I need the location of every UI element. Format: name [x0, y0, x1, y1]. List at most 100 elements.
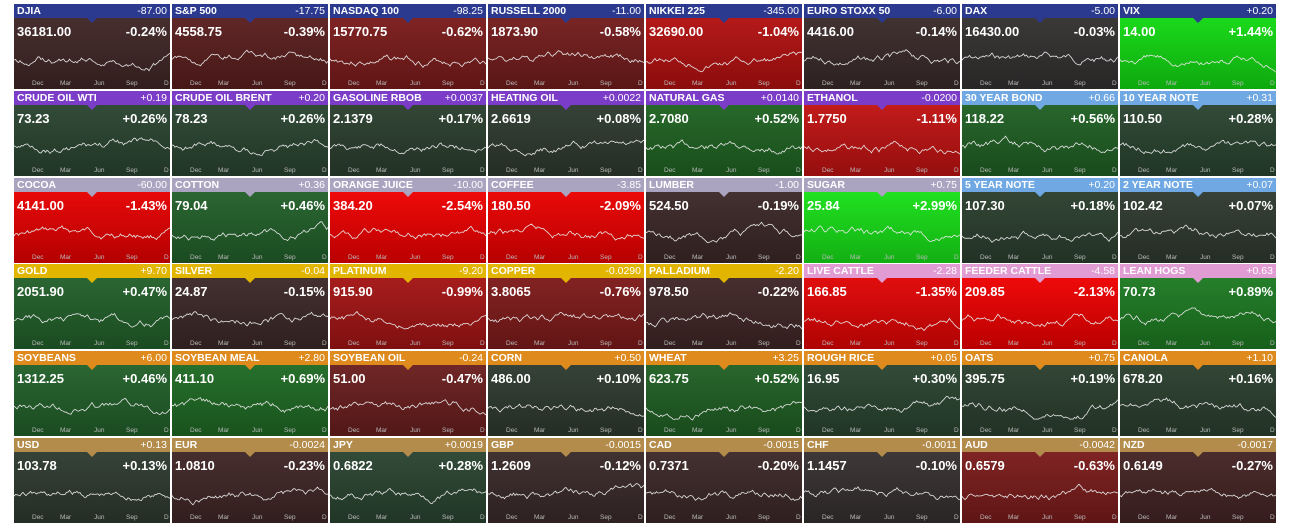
ticker-tile[interactable]: OATS +0.75 395.75 +0.19% Dec Mar Jun Sep D: [962, 351, 1118, 437]
ticker-price: 4558.75: [175, 24, 222, 39]
ticker-name: SOYBEAN OIL: [333, 352, 406, 365]
sparkline-area: [1120, 307, 1276, 326]
ticker-tile[interactable]: 5 YEAR NOTE +0.20 107.30 +0.18% Dec Mar Jun Sep…: [962, 177, 1118, 263]
axis-label: D: [1112, 166, 1117, 174]
axis-label: Sep: [1074, 514, 1086, 521]
ticker-tile[interactable]: COCOA -60.00 4141.00 -1.43% Dec Mar Jun Sep D: [14, 177, 170, 263]
axis-label: Dec: [348, 253, 360, 261]
sparkline-area: [172, 138, 328, 156]
ticker-tile[interactable]: 30 YEAR BOND +0.66 118.22 +0.56% Dec Mar Jun Se…: [962, 90, 1118, 176]
ticker-tile[interactable]: EUR -0.0024 1.0810 -0.23% Dec Mar Jun Sep D: [172, 438, 328, 523]
axis-label: Sep: [600, 514, 612, 521]
shade: [172, 18, 328, 89]
shade: [1120, 191, 1276, 263]
ticker-tile[interactable]: DAX -5.00 16430.00 -0.03% Dec Mar Jun Sep D: [962, 4, 1118, 89]
ticker-price: 4141.00: [17, 197, 64, 213]
shade: [646, 191, 802, 263]
axis-label: Sep: [442, 166, 454, 174]
ticker-tile[interactable]: SUGAR +0.75 25.84 +2.99% Dec Mar Jun Sep D: [804, 177, 960, 263]
ticker-price: 118.22: [965, 110, 1005, 126]
ticker-tile[interactable]: S&P 500 -17.75 4558.75 -0.39% Dec Mar Jun Sep D: [172, 4, 328, 89]
tile-header: S&P 500 -17.75: [172, 4, 328, 18]
ticker-tile[interactable]: CANOLA +1.10 678.20 +0.16% Dec Mar Jun Sep D: [1120, 351, 1276, 437]
ticker-tile[interactable]: FEEDER CATTLE -4.58 209.85 -2.13% Dec Mar Jun S…: [962, 264, 1118, 350]
ticker-change: +0.66: [1088, 91, 1115, 104]
ticker-tile[interactable]: SILVER -0.04 24.87 -0.15% Dec Mar Jun Sep D: [172, 264, 328, 350]
ticker-tile[interactable]: ETHANOL -0.0200 1.7750 -1.11% Dec Mar Jun Sep D: [804, 90, 960, 176]
ticker-tile[interactable]: SOYBEANS +6.00 1312.25 +0.46% Dec Mar Jun Sep D: [14, 351, 170, 437]
ticker-tile[interactable]: 10 YEAR NOTE +0.31 110.50 +0.28% Dec Mar Jun Se…: [1120, 90, 1276, 176]
ticker-name: USD: [17, 439, 40, 451]
ticker-tile[interactable]: GASOLINE RBOB +0.0037 2.1379 +0.17% Dec Mar Ju…: [330, 90, 486, 176]
ticker-tile[interactable]: ROUGH RICE +0.05 16.95 +0.30% Dec Mar Jun Sep D: [804, 351, 960, 437]
ticker-tile[interactable]: CHF -0.0011 1.1457 -0.10% Dec Mar Jun Sep D: [804, 438, 960, 523]
ticker-tile[interactable]: NZD -0.0017 0.6149 -0.27% Dec Mar Jun Sep D: [1120, 438, 1276, 523]
ticker-change: +1.10: [1246, 352, 1273, 365]
sparkline-area: [172, 397, 328, 414]
ticker-change: +3.25: [772, 352, 799, 365]
sparkline: [1120, 307, 1276, 326]
shade: [172, 365, 328, 437]
axis-label: Sep: [1232, 253, 1244, 261]
ticker-tile[interactable]: JPY +0.0019 0.6822 +0.28% Dec Mar Jun Sep D: [330, 438, 486, 523]
ticker-name: S&P 500: [175, 5, 217, 17]
sparkline: [962, 399, 1118, 420]
tile-header: GOLD +9.70: [14, 264, 170, 279]
axis-label: D: [796, 427, 801, 435]
ticker-name: NZD: [1123, 439, 1145, 451]
ticker-price: 70.73: [1123, 284, 1156, 300]
ticker-tile[interactable]: NIKKEI 225 -345.00 32690.00 -1.04% Dec Mar Jun…: [646, 4, 802, 89]
axis-label: Dec: [980, 166, 992, 174]
ticker-tile[interactable]: CAD -0.0015 0.7371 -0.20% Dec Mar Jun Sep D: [646, 438, 802, 523]
ticker-tile[interactable]: LIVE CATTLE -2.28 166.85 -1.35% Dec Mar Jun Sep…: [804, 264, 960, 350]
axis-label: Mar: [60, 427, 72, 435]
axis-label: Sep: [442, 427, 454, 435]
ticker-tile[interactable]: CRUDE OIL WTI +0.19 73.23 +0.26% Dec Mar Jun Se…: [14, 90, 170, 176]
ticker-tile[interactable]: WHEAT +3.25 623.75 +0.52% Dec Mar Jun Sep D: [646, 351, 802, 437]
ticker-tile[interactable]: VIX +0.20 14.00 +1.44% Dec Mar Jun Sep D: [1120, 4, 1276, 89]
ticker-tile[interactable]: USD +0.13 103.78 +0.13% Dec Mar Jun Sep D: [14, 438, 170, 523]
sparkline-area: [804, 396, 960, 414]
ticker-tile[interactable]: COTTON +0.36 79.04 +0.46% Dec Mar Jun Sep D: [172, 177, 328, 263]
axis-label: Mar: [1166, 427, 1178, 435]
shade: [962, 191, 1118, 263]
ticker-tile[interactable]: LUMBER -1.00 524.50 -0.19% Dec Mar Jun Sep D: [646, 177, 802, 263]
ticker-price: 51.00: [333, 371, 366, 387]
ticker-tile[interactable]: GBP -0.0015 1.2609 -0.12% Dec Mar Jun Sep D: [488, 438, 644, 523]
ticker-tile[interactable]: HEATING OIL +0.0022 2.6619 +0.08% Dec Mar Jun S…: [488, 90, 644, 176]
sparkline-area: [172, 49, 328, 67]
ticker-change: -2.20: [775, 265, 799, 278]
axis-label: Mar: [850, 427, 862, 435]
ticker-tile[interactable]: RUSSELL 2000 -11.00 1873.90 -0.58% Dec Mar Jun…: [488, 4, 644, 89]
tile-header: AUD -0.0042: [962, 438, 1118, 452]
shade: [804, 452, 960, 523]
ticker-tile[interactable]: 2 YEAR NOTE +0.07 102.42 +0.07% Dec Mar Jun Sep…: [1120, 177, 1276, 263]
ticker-tile[interactable]: PLATINUM -9.20 915.90 -0.99% Dec Mar Jun Sep D: [330, 264, 486, 350]
ticker-tile[interactable]: CRUDE OIL BRENT +0.20 78.23 +0.26% Dec Mar Jun…: [172, 90, 328, 176]
ticker-tile[interactable]: SOYBEAN OIL -0.24 51.00 -0.47% Dec Mar Jun Sep D: [330, 351, 486, 437]
ticker-tile[interactable]: GOLD +9.70 2051.90 +0.47% Dec Mar Jun Sep D: [14, 264, 170, 350]
ticker-tile[interactable]: ORANGE JUICE -10.00 384.20 -2.54% Dec Mar Jun S…: [330, 177, 486, 263]
ticker-tile[interactable]: DJIA -87.00 36181.00 -0.24% Dec Mar Jun Sep D: [14, 4, 170, 89]
sparkline: [1120, 224, 1276, 238]
ticker-percent: +0.28%: [1228, 110, 1273, 126]
ticker-tile[interactable]: AUD -0.0042 0.6579 -0.63% Dec Mar Jun Sep D: [962, 438, 1118, 523]
ticker-tile[interactable]: COFFEE -3.85 180.50 -2.09% Dec Mar Jun Sep D: [488, 177, 644, 263]
ticker-change: +0.75: [930, 178, 957, 191]
axis-label: Mar: [1166, 514, 1178, 521]
axis-label: Jun: [568, 166, 579, 174]
tile-body: 102.42 +0.07% Dec Mar Jun Sep D: [1120, 191, 1276, 263]
axis-label: D: [480, 427, 485, 435]
ticker-tile[interactable]: LEAN HOGS +0.63 70.73 +0.89% Dec Mar Jun Sep D: [1120, 264, 1276, 350]
header-notch: [1035, 365, 1045, 371]
ticker-tile[interactable]: CORN +0.50 486.00 +0.10% Dec Mar Jun Sep D: [488, 351, 644, 437]
ticker-tile[interactable]: NASDAQ 100 -98.25 15770.75 -0.62% Dec Mar Jun S…: [330, 4, 486, 89]
ticker-tile[interactable]: EURO STOXX 50 -6.00 4416.00 -0.14% Dec Mar Jun…: [804, 4, 960, 89]
sparkline-area: [646, 138, 802, 155]
ticker-tile[interactable]: NATURAL GAS +0.0140 2.7080 +0.52% Dec Mar Jun S…: [646, 90, 802, 176]
sparkline-area: [14, 137, 170, 154]
ticker-tile[interactable]: COPPER -0.0290 3.8065 -0.76% Dec Mar Jun Sep D: [488, 264, 644, 350]
ticker-tile[interactable]: SOYBEAN MEAL +2.80 411.10 +0.69% Dec Mar Jun Se…: [172, 351, 328, 437]
ticker-name: LEAN HOGS: [1123, 265, 1186, 278]
ticker-tile[interactable]: PALLADIUM -2.20 978.50 -0.22% Dec Mar Jun Sep D: [646, 264, 802, 350]
